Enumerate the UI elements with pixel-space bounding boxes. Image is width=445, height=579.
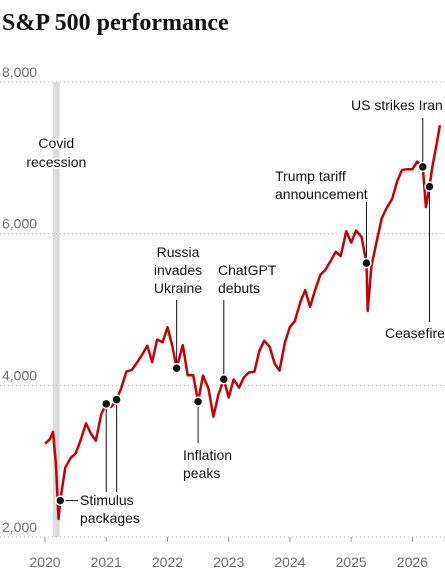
y-tick-label: 6,000	[2, 216, 37, 232]
annotation-label: invades	[154, 262, 202, 278]
x-tick-label: 2023	[213, 554, 244, 570]
x-tick-label: 2024	[274, 554, 305, 570]
annotation-dot	[218, 374, 230, 385]
x-tick-label: 2022	[152, 554, 183, 570]
annotation-label: Trump tariff	[275, 168, 346, 184]
chart-title: S&P 500 performance	[2, 10, 229, 36]
x-tick-label: 2026	[397, 554, 428, 570]
x-tick-label: 2020	[29, 554, 60, 570]
annotation-label: debuts	[218, 280, 260, 296]
annotation-label: packages	[80, 510, 140, 526]
annotation-label: US strikes Iran	[351, 97, 443, 113]
band-label: Covid	[38, 135, 74, 151]
annotation-dot	[55, 495, 66, 506]
annotation-dot	[361, 257, 372, 269]
x-tick-label: 2021	[91, 554, 122, 570]
annotation-label: Ukraine	[154, 280, 202, 296]
y-tick-label: 4,000	[2, 367, 37, 383]
recession-band	[52, 82, 60, 537]
data-line	[44, 124, 442, 521]
annotation-dot	[111, 394, 122, 405]
annotation-dot	[100, 398, 112, 410]
annotation-dot	[424, 181, 435, 192]
annotation-dot	[171, 363, 182, 374]
x-tick-label: 2025	[336, 554, 367, 570]
annotation-label: Russia	[157, 244, 200, 260]
annotation-label: Inflation	[183, 447, 232, 463]
y-tick-label: 8,000	[2, 64, 37, 80]
annotation-dot	[192, 396, 204, 407]
annotation-label: Ceasefire	[385, 325, 445, 341]
annotation-label: ChatGPT	[218, 262, 277, 278]
annotation-label: Stimulus	[80, 492, 134, 508]
annotation-dot	[417, 161, 429, 173]
band-label: recession	[26, 154, 86, 170]
y-tick-label: 2,000	[2, 519, 37, 535]
annotation-label: peaks	[183, 465, 220, 481]
annotation-label: announcement	[275, 186, 368, 202]
